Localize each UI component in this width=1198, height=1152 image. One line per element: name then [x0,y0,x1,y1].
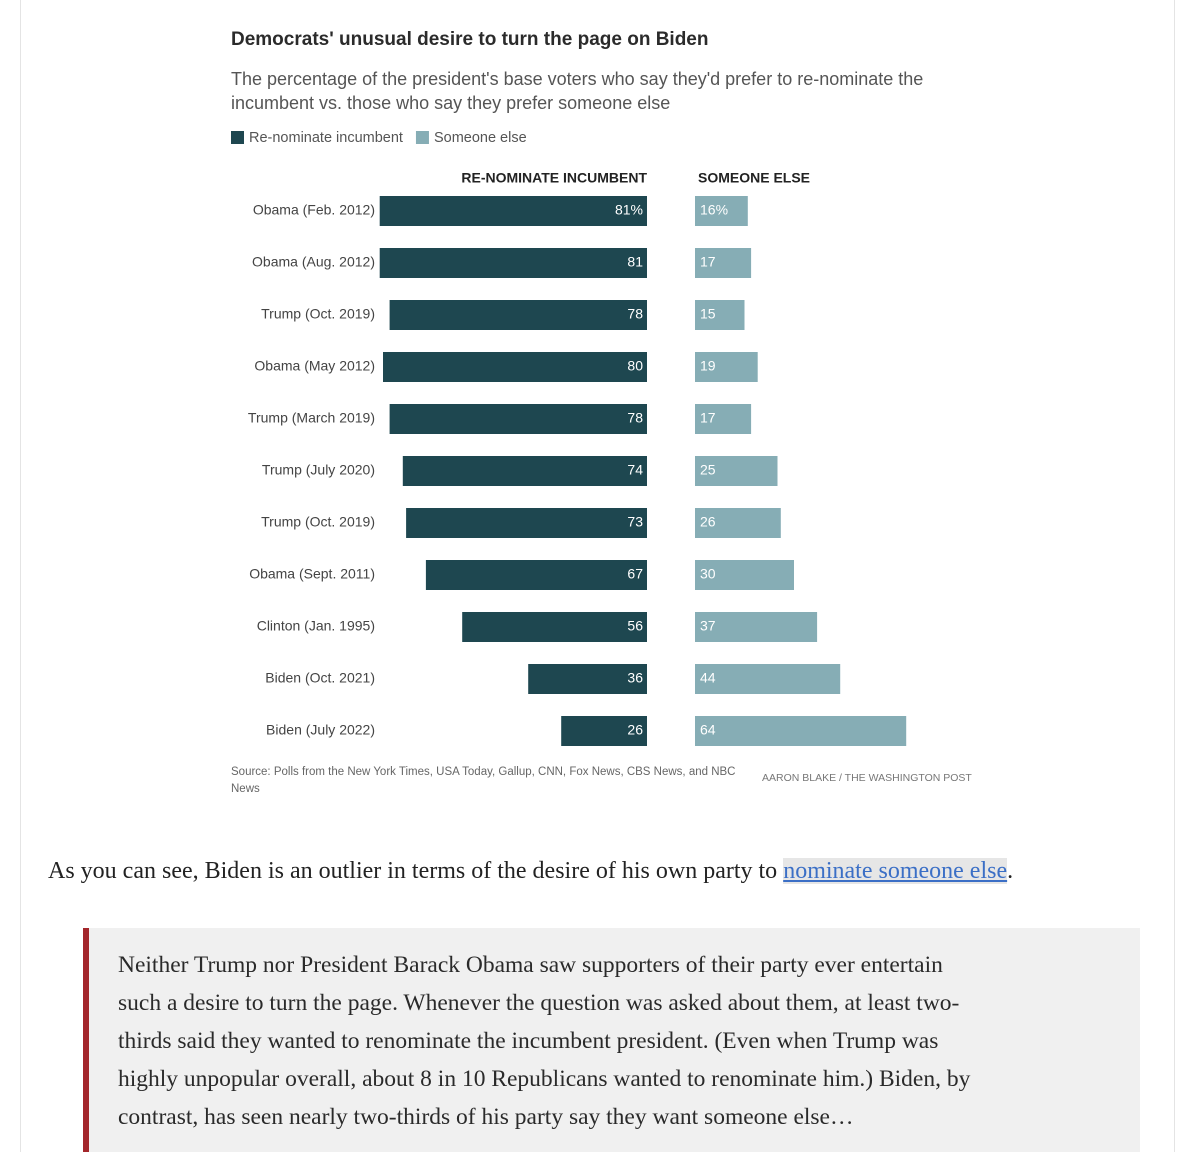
category-label: Obama (Aug. 2012) [252,254,375,270]
column-header: SOMEONE ELSE [698,170,810,186]
category-label: Obama (Sept. 2011) [249,566,375,582]
value-label: 64 [700,722,716,738]
value-label: 80 [627,358,643,374]
legend-swatch [415,131,429,144]
value-label: 17 [700,410,716,426]
chart-source: Source: Polls from the New York Times, U… [231,766,736,795]
value-label: 81% [615,202,643,218]
quote-line: highly unpopular overall, about 8 in 10 … [118,1066,971,1092]
value-label: 78 [627,410,643,426]
paragraph: As you can see, Biden is an outlier in t… [48,858,1013,885]
value-label: 56 [627,618,643,634]
bar [695,508,781,538]
bar [695,404,752,434]
value-label: 81 [627,254,643,270]
category-label: Obama (May 2012) [254,358,375,374]
paragraph-text: . [1007,858,1014,884]
page-frame [20,0,1175,1152]
chart: Re-nominate incumbent Someone else RE-NOMI… [231,130,907,746]
bar [695,456,778,486]
value-label: 19 [700,358,716,374]
category-label: Trump (July 2020) [262,462,375,478]
bar [695,664,841,694]
bar [402,456,647,486]
blockquote: Neither Trump nor President Barack Obama… [83,928,1140,1152]
bar [379,196,647,226]
category-label: Trump (Oct. 2019) [261,306,375,322]
value-label: 26 [627,722,643,738]
value-label: 15 [700,306,716,322]
chart-title: Democrats' unusual desire to turn the pa… [231,29,709,50]
bar [425,560,647,590]
value-label: 73 [627,514,643,530]
value-label: 78 [627,306,643,322]
bar [528,664,647,694]
bar [561,716,647,746]
quote-line: such a desire to turn the page. Whenever… [118,990,960,1016]
category-label: Obama (Feb. 2012) [253,202,375,218]
value-label: 30 [700,566,716,582]
value-label: 74 [627,462,643,478]
bar [462,612,647,642]
quote-line: Neither Trump nor President Barack Obama… [118,952,943,978]
category-label: Trump (March 2019) [248,410,375,426]
legend-label: Re-nominate incumbent [249,130,403,146]
value-label: 26 [700,514,716,530]
bar [695,716,907,746]
bar [695,248,752,278]
bar [695,300,745,330]
legend-label: Someone else [434,130,527,146]
value-label: 37 [700,618,716,634]
value-label: 36 [627,670,643,686]
value-label: 25 [700,462,716,478]
quote-line: contrast, has seen nearly two-thirds of … [118,1104,854,1130]
value-label: 16% [700,202,728,218]
bar [695,560,794,590]
bar [406,508,647,538]
quote-line: thirds said they wanted to renominate th… [118,1028,939,1054]
bar [389,404,647,434]
category-label: Biden (Oct. 2021) [265,670,375,686]
chart-subtitle: The percentage of the president's base v… [231,69,924,113]
column-header: RE-NOMINATE INCUMBENT [461,170,647,186]
category-label: Biden (July 2022) [266,722,375,738]
bar [695,352,758,382]
value-label: 44 [700,670,716,686]
category-label: Trump (Oct. 2019) [261,514,375,530]
paragraph-text: As you can see, Biden is an outlier in t… [48,858,784,884]
bar [695,612,818,642]
value-label: 17 [700,254,716,270]
bar [383,352,647,382]
bar [695,196,748,226]
link[interactable]: nominate someone else [783,858,1008,884]
legend-swatch [231,131,244,144]
chart-credit: AARON BLAKE / THE WASHINGTON POST [762,772,972,784]
bar [389,300,647,330]
bar [379,248,647,278]
value-label: 67 [627,566,643,582]
category-label: Clinton (Jan. 1995) [257,618,375,634]
